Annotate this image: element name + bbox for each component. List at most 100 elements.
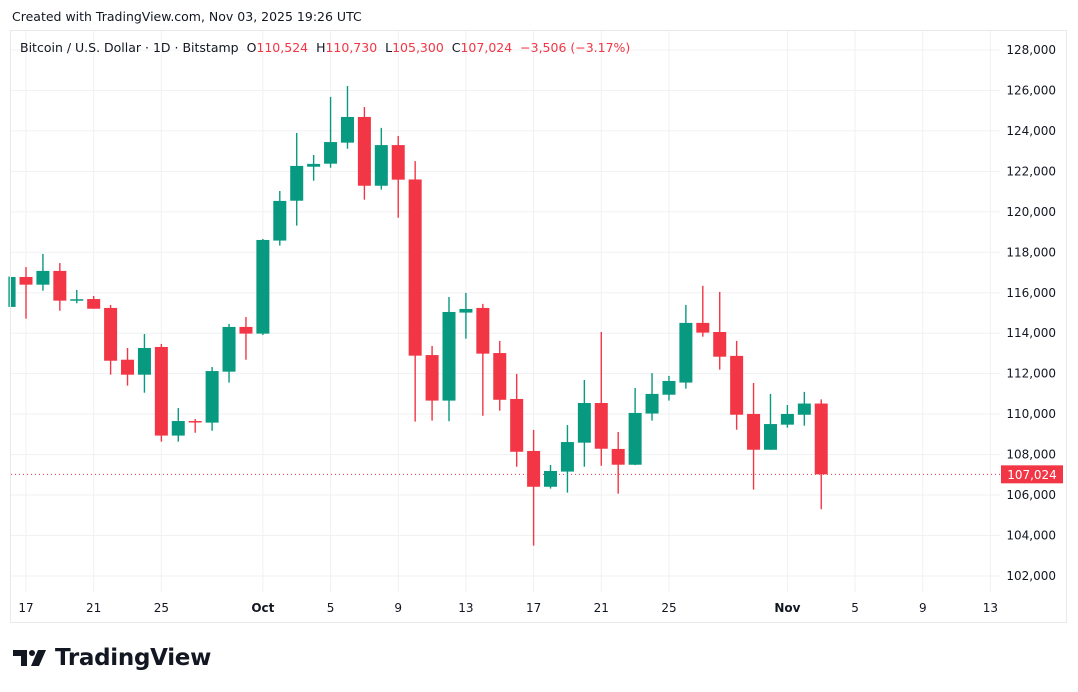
- candle-body: [36, 270, 50, 285]
- candle-body: [340, 116, 354, 143]
- low-value: 105,300: [392, 40, 444, 55]
- candle: [713, 291, 727, 370]
- candle-body: [53, 270, 67, 301]
- candle-body: [188, 421, 202, 423]
- x-tick-label: 13: [458, 601, 473, 615]
- low-label: L: [385, 40, 393, 55]
- tradingview-logo-text: TradingView: [55, 645, 212, 671]
- candle-body: [137, 347, 151, 375]
- candle-body: [713, 332, 727, 357]
- candle: [797, 391, 811, 426]
- candle: [239, 317, 253, 360]
- x-tick-label: 9: [394, 601, 402, 615]
- candle-body: [594, 403, 608, 449]
- candle: [205, 367, 219, 431]
- candle-body: [662, 380, 676, 395]
- x-tick-label: 17: [526, 601, 541, 615]
- y-tick-label: 102,000: [1006, 569, 1056, 583]
- candle: [628, 388, 642, 466]
- candle: [391, 135, 405, 218]
- candle-body: [544, 470, 558, 487]
- candle: [594, 332, 608, 466]
- candle-body: [611, 448, 625, 465]
- candle-body: [814, 403, 828, 475]
- chart-frame: [10, 30, 1067, 623]
- candle: [763, 393, 777, 450]
- candle-body: [357, 116, 371, 186]
- candle-body: [222, 326, 236, 372]
- candle: [36, 253, 50, 291]
- y-tick-label: 104,000: [1006, 529, 1056, 543]
- y-tick-label: 122,000: [1006, 164, 1056, 178]
- y-tick-label: 116,000: [1006, 286, 1056, 300]
- y-tick-label: 112,000: [1006, 367, 1056, 381]
- candle-body: [19, 276, 33, 285]
- x-tick-label: 21: [594, 601, 609, 615]
- candle-body: [780, 413, 794, 425]
- candle: [476, 303, 490, 416]
- y-tick-label: 126,000: [1006, 83, 1056, 97]
- candle-body: [256, 239, 270, 334]
- candle: [340, 86, 354, 149]
- candle-body: [696, 322, 710, 333]
- candle-body: [679, 322, 693, 383]
- candle-body: [324, 142, 338, 164]
- candle: [814, 399, 828, 510]
- candle-body: [391, 145, 405, 180]
- x-tick-label: 17: [18, 601, 33, 615]
- candle-body: [374, 145, 388, 186]
- y-tick-label: 120,000: [1006, 205, 1056, 219]
- candle-body: [273, 200, 287, 241]
- candle: [8, 276, 16, 307]
- tradingview-logo[interactable]: TradingView: [13, 645, 211, 671]
- candle: [121, 347, 135, 386]
- candle-body: [747, 413, 761, 450]
- candle-body: [11, 276, 16, 307]
- y-tick-label: 124,000: [1006, 124, 1056, 138]
- y-tick-label: 114,000: [1006, 326, 1056, 340]
- candle-body: [493, 353, 507, 400]
- open-value: 110,524: [256, 40, 309, 55]
- candle-body: [425, 355, 439, 401]
- candle-body: [121, 359, 135, 375]
- candle: [357, 107, 371, 200]
- y-tick-label: 118,000: [1006, 245, 1056, 259]
- change-value: −3,506 (−3.17%): [520, 40, 631, 55]
- y-tick-label: 110,000: [1006, 407, 1056, 421]
- candle-body: [408, 179, 422, 356]
- chart-credit: Created with TradingView.com, Nov 03, 20…: [12, 9, 362, 24]
- candle: [747, 382, 761, 490]
- tradingview-logo-icon: [13, 650, 46, 666]
- candle: [577, 379, 591, 467]
- x-tick-label: Nov: [774, 601, 800, 615]
- candle: [662, 375, 676, 401]
- candle-body: [730, 355, 744, 415]
- candle: [408, 161, 422, 422]
- candle: [256, 238, 270, 336]
- candle: [222, 323, 236, 383]
- last-price-badge: [1001, 465, 1063, 484]
- close-value: 107,024: [460, 40, 513, 55]
- candles: [8, 86, 828, 546]
- x-tick-label: 13: [983, 601, 998, 615]
- candle-body: [171, 421, 185, 436]
- candle: [273, 191, 287, 246]
- candle-body: [154, 346, 168, 436]
- candle-body: [70, 299, 84, 301]
- candle: [730, 340, 744, 430]
- candle-body: [205, 371, 219, 423]
- candle-body: [628, 412, 642, 465]
- candle: [154, 343, 168, 442]
- candle: [425, 345, 439, 421]
- symbol-label: Bitcoin / U.S. Dollar · 1D · Bitstamp: [20, 40, 239, 55]
- candle: [70, 289, 84, 304]
- candle-body: [87, 299, 101, 309]
- candle: [493, 340, 507, 411]
- candle: [104, 304, 118, 375]
- candle: [645, 373, 659, 421]
- candle: [459, 292, 473, 339]
- x-tick-label: 25: [661, 601, 676, 615]
- time-axis: 17 21 25 Oct 5 9 13 17 21 25 Nov 5 9 13: [18, 601, 998, 615]
- candle: [137, 334, 151, 393]
